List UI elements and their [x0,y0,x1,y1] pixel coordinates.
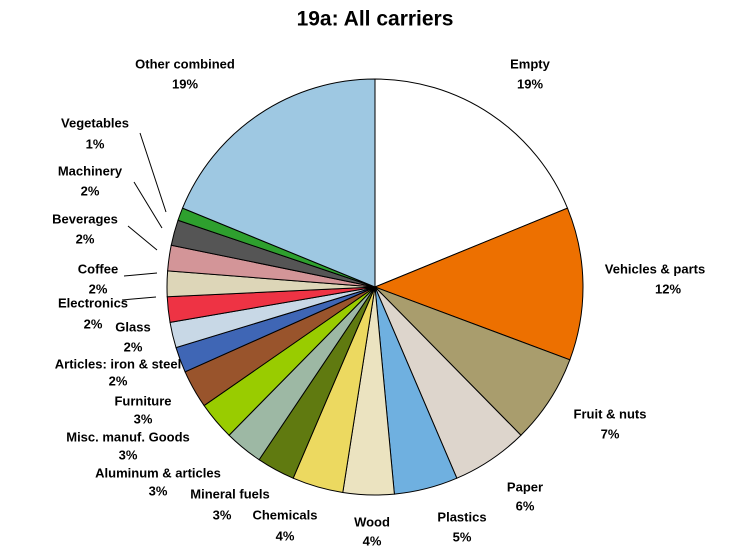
slice-value-label: 1% [86,136,105,151]
slice-value-label: 3% [213,507,232,522]
pie-slice [374,78,569,288]
slice-value-label: 3% [149,483,168,498]
slice-value-label: 19% [172,76,198,91]
slice-label: Aluminum & articles [95,465,221,480]
slice-label: Vehicles & parts [605,261,705,276]
slice-value-label: 19% [517,76,543,91]
slice-label: Plastics [437,509,486,524]
slice-label: Articles: iron & steel [55,356,181,371]
leader-line [123,272,158,277]
leader-line [121,296,157,301]
slice-label: Mineral fuels [190,486,269,501]
leader-line [133,181,163,229]
slice-label: Wood [354,514,390,529]
slice-value-label: 5% [453,529,472,544]
slice-value-label: 2% [84,316,103,331]
slice-value-label: 2% [89,281,108,296]
slice-value-label: 3% [134,411,153,426]
slice-label: Glass [115,319,150,334]
slice-value-label: 2% [109,373,128,388]
slice-label: Paper [507,479,543,494]
slice-value-label: 2% [81,183,100,198]
slice-label: Vegetables [61,115,129,130]
slice-value-label: 7% [601,426,620,441]
slice-value-label: 6% [516,498,535,513]
leader-line [127,225,158,251]
leader-line [139,132,167,213]
slice-label: Electronics [58,295,128,310]
slice-value-label: 4% [276,528,295,543]
slice-label: Machinery [58,163,123,178]
slice-label: Furniture [114,393,171,408]
slice-label: Beverages [52,211,118,226]
slice-value-label: 12% [655,281,681,296]
slice-label: Other combined [135,56,235,71]
slice-value-label: 3% [119,447,138,462]
slice-value-label: 2% [124,339,143,354]
slice-label: Misc. manuf. Goods [66,429,190,444]
slice-label: Coffee [78,261,118,276]
pie-slice [373,207,584,361]
slice-label: Empty [510,56,551,71]
chart-title: 19a: All carriers [297,8,454,31]
slice-value-label: 4% [363,533,382,548]
pie-slice [181,78,376,288]
slice-label: Fruit & nuts [574,406,647,421]
slice-value-label: 2% [76,231,95,246]
slice-label: Chemicals [252,507,317,522]
